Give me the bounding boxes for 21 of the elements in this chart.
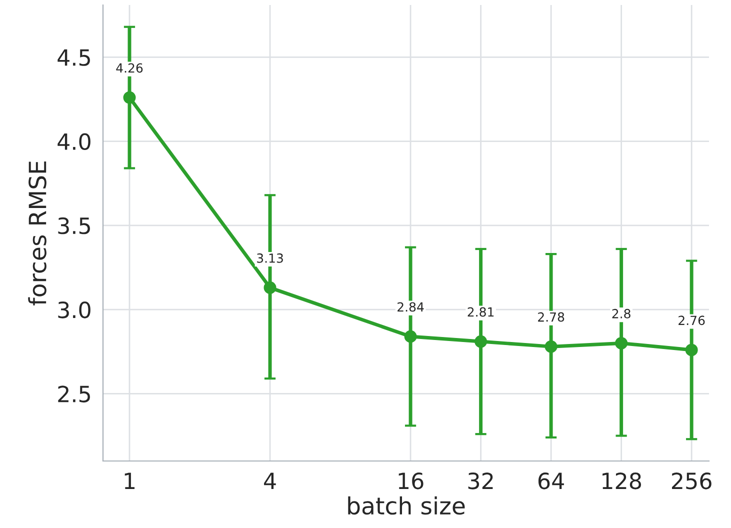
y-tick-label: 3.5	[58, 217, 90, 234]
x-tick-label: 32	[468, 472, 493, 490]
data-label: 2.76	[678, 316, 705, 326]
x-tick-label: 16	[398, 472, 424, 490]
data-label: 2.78	[538, 312, 564, 322]
x-tick-label: 1	[124, 472, 135, 489]
y-tick-label: 4.5	[58, 49, 90, 66]
x-tick-label: 4	[264, 472, 276, 489]
y-tick-label: 3.0	[58, 302, 90, 318]
data-label: 3.13	[257, 253, 283, 263]
data-label: 4.26	[116, 63, 143, 73]
y-tick-label: 2.5	[58, 386, 90, 402]
data-label: 2.8	[612, 308, 630, 318]
x-tick-label: 64	[538, 472, 564, 490]
y-axis-title: forces RMSE	[28, 162, 46, 306]
x-axis-title: batch size	[348, 496, 465, 515]
x-tick-label: 256	[672, 472, 712, 490]
x-tick-label: 128	[602, 472, 642, 490]
data-label: 2.84	[398, 302, 424, 312]
y-tick-label: 4.0	[58, 133, 90, 150]
data-label: 2.81	[468, 307, 494, 317]
